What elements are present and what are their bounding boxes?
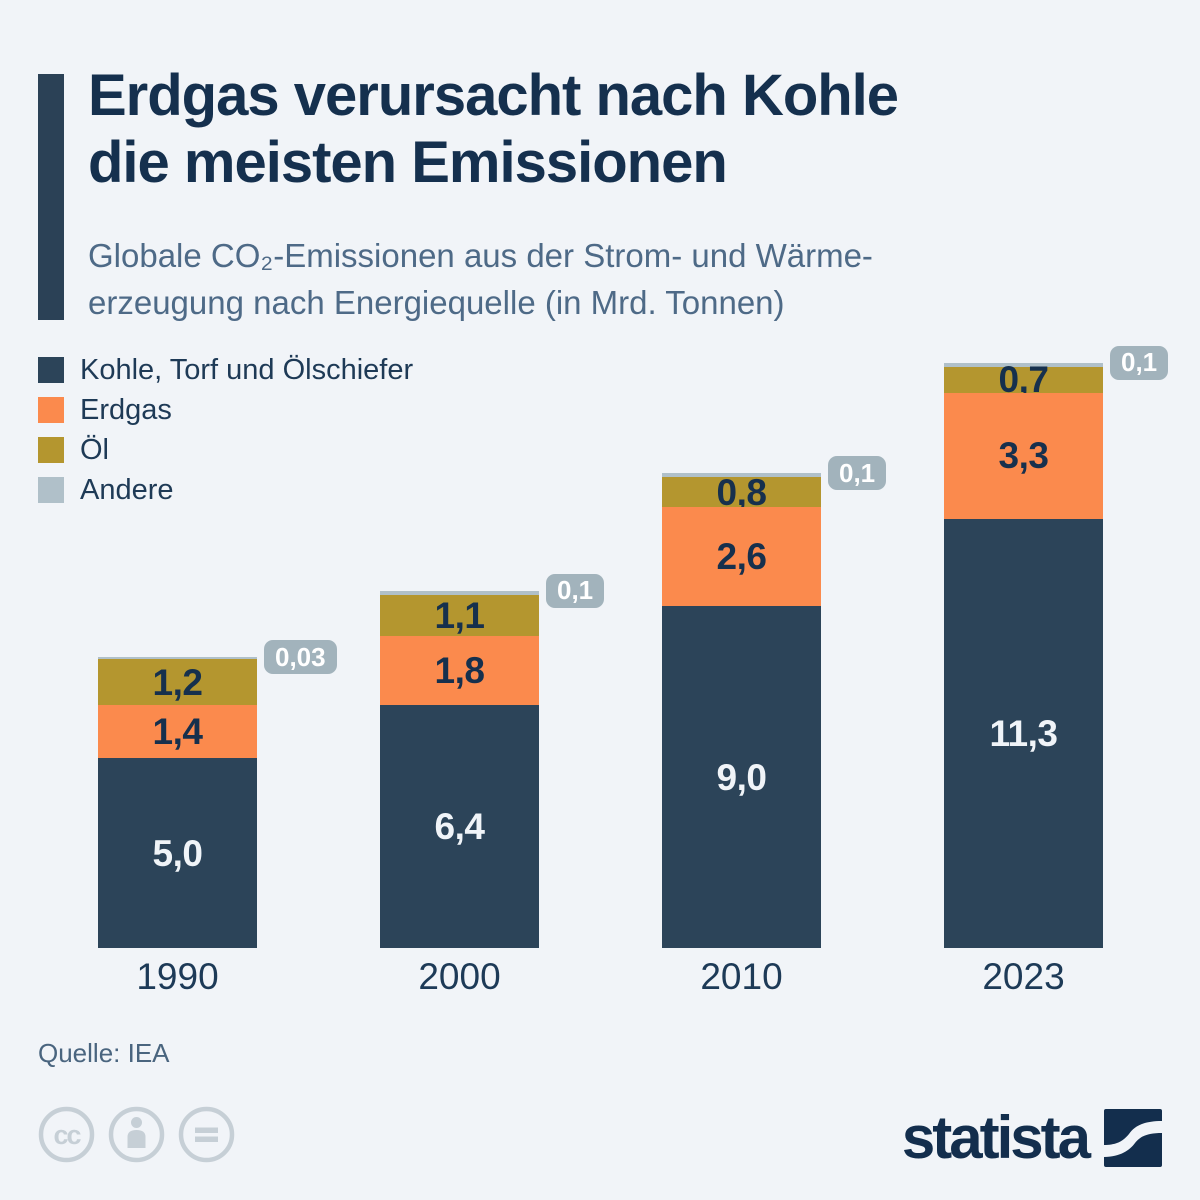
bar-2010: 0,1 0,8 2,6 9,0 2010 [662, 456, 887, 997]
bar-segment: 3,3 [944, 393, 1103, 519]
segment-value-label: 1,2 [152, 661, 203, 703]
segment-value-label: 9,0 [716, 756, 767, 798]
bar-segment: 11,3 [944, 518, 1103, 948]
stacked-bar-chart: 0,03 1,2 1,4 5,0 1990 0,1 1,1 1,8 6,4 2000 0,1 0,8 2… [98, 345, 1169, 997]
statista-logo-mark [1104, 1108, 1162, 1167]
x-axis-label: 1990 [136, 956, 219, 997]
segment-value-label: 1,4 [152, 710, 203, 752]
title-accent-bar [38, 74, 64, 320]
bar-segment: 1,1 [380, 594, 539, 637]
legend-item-label: Kohle, Torf und Ölschiefer [80, 353, 414, 386]
equals-nd-icon [178, 1106, 235, 1163]
bar-segment-andere [380, 590, 539, 595]
bar-segment: 2,6 [662, 507, 821, 606]
statista-logo: statista [902, 1103, 1162, 1172]
segment-value-label: 1,1 [434, 595, 485, 637]
legend-item-label: Andere [80, 473, 174, 506]
bar-segment: 6,4 [380, 704, 539, 948]
bar-segment: 1,4 [98, 704, 257, 758]
bar-segment: 9,0 [662, 606, 821, 948]
legend-item: Öl [38, 430, 413, 470]
segment-value-label: 5,0 [152, 832, 203, 874]
svg-text:cc: cc [53, 1120, 81, 1150]
legend-item: Kohle, Torf und Ölschiefer [38, 350, 413, 390]
statista-wordmark: statista [901, 1104, 1091, 1171]
legend-item: Erdgas [38, 390, 413, 430]
subtitle-line-2: erzeugung nach Energiequelle (in Mrd. To… [88, 283, 785, 321]
bar-segment-andere [98, 657, 257, 660]
x-axis-label: 2000 [418, 956, 501, 997]
bar-2000: 0,1 1,1 1,8 6,4 2000 [380, 573, 605, 997]
bar-segment: 0,7 [944, 361, 1103, 398]
legend-swatch [38, 397, 64, 423]
license-icons: cc [38, 1106, 235, 1163]
attribution-person-icon [108, 1106, 165, 1163]
andere-value-callout: 0,1 [828, 456, 887, 491]
segment-value-label: 3,3 [998, 435, 1049, 477]
bar-segment: 1,2 [98, 659, 257, 705]
legend-item-label: Erdgas [80, 393, 172, 426]
x-axis-label: 2010 [700, 956, 783, 997]
legend-item-label: Öl [80, 433, 109, 466]
legend-item: Andere [38, 470, 413, 510]
title-line-1: Erdgas verursacht nach Kohle [88, 63, 899, 128]
bar-segment: 1,8 [380, 636, 539, 705]
segment-value-label: 11,3 [989, 712, 1058, 754]
bar-segment: 5,0 [98, 758, 257, 948]
bar-segment-andere [944, 362, 1103, 367]
segment-value-label: 0,7 [998, 359, 1049, 401]
segment-value-label: 2,6 [716, 536, 767, 578]
andere-value-callout: 0,1 [546, 573, 605, 608]
bar-segment-andere [662, 473, 821, 477]
segment-value-label: 1,8 [434, 650, 485, 692]
legend-swatch [38, 437, 64, 463]
bar-2023: 0,1 0,7 3,3 11,3 2023 [944, 345, 1169, 997]
segment-value-label: 6,4 [434, 805, 485, 847]
legend: Kohle, Torf und Ölschiefer Erdgas Öl Andere [38, 350, 413, 510]
legend-swatch [38, 357, 64, 383]
source-note: Quelle: IEA [38, 1038, 170, 1068]
subtitle-line-1: Globale CO₂-Emissionen aus der Strom- un… [88, 237, 873, 274]
x-axis-label: 2023 [982, 956, 1065, 997]
page-title: Erdgas verursacht nach Kohle die meisten … [88, 62, 1148, 197]
segment-value-label: 0,8 [716, 471, 767, 513]
cc-icon: cc [38, 1106, 95, 1163]
title-line-2: die meisten Emissionen [88, 130, 728, 196]
andere-value-callout: 0,1 [1110, 345, 1169, 380]
subtitle: Globale CO₂-Emissionen aus der Strom- un… [88, 233, 1148, 327]
andere-value-callout: 0,03 [264, 640, 337, 675]
bar-1990: 0,03 1,2 1,4 5,0 1990 [98, 640, 337, 997]
bar-segment: 0,8 [662, 474, 821, 511]
legend-swatch [38, 477, 64, 503]
